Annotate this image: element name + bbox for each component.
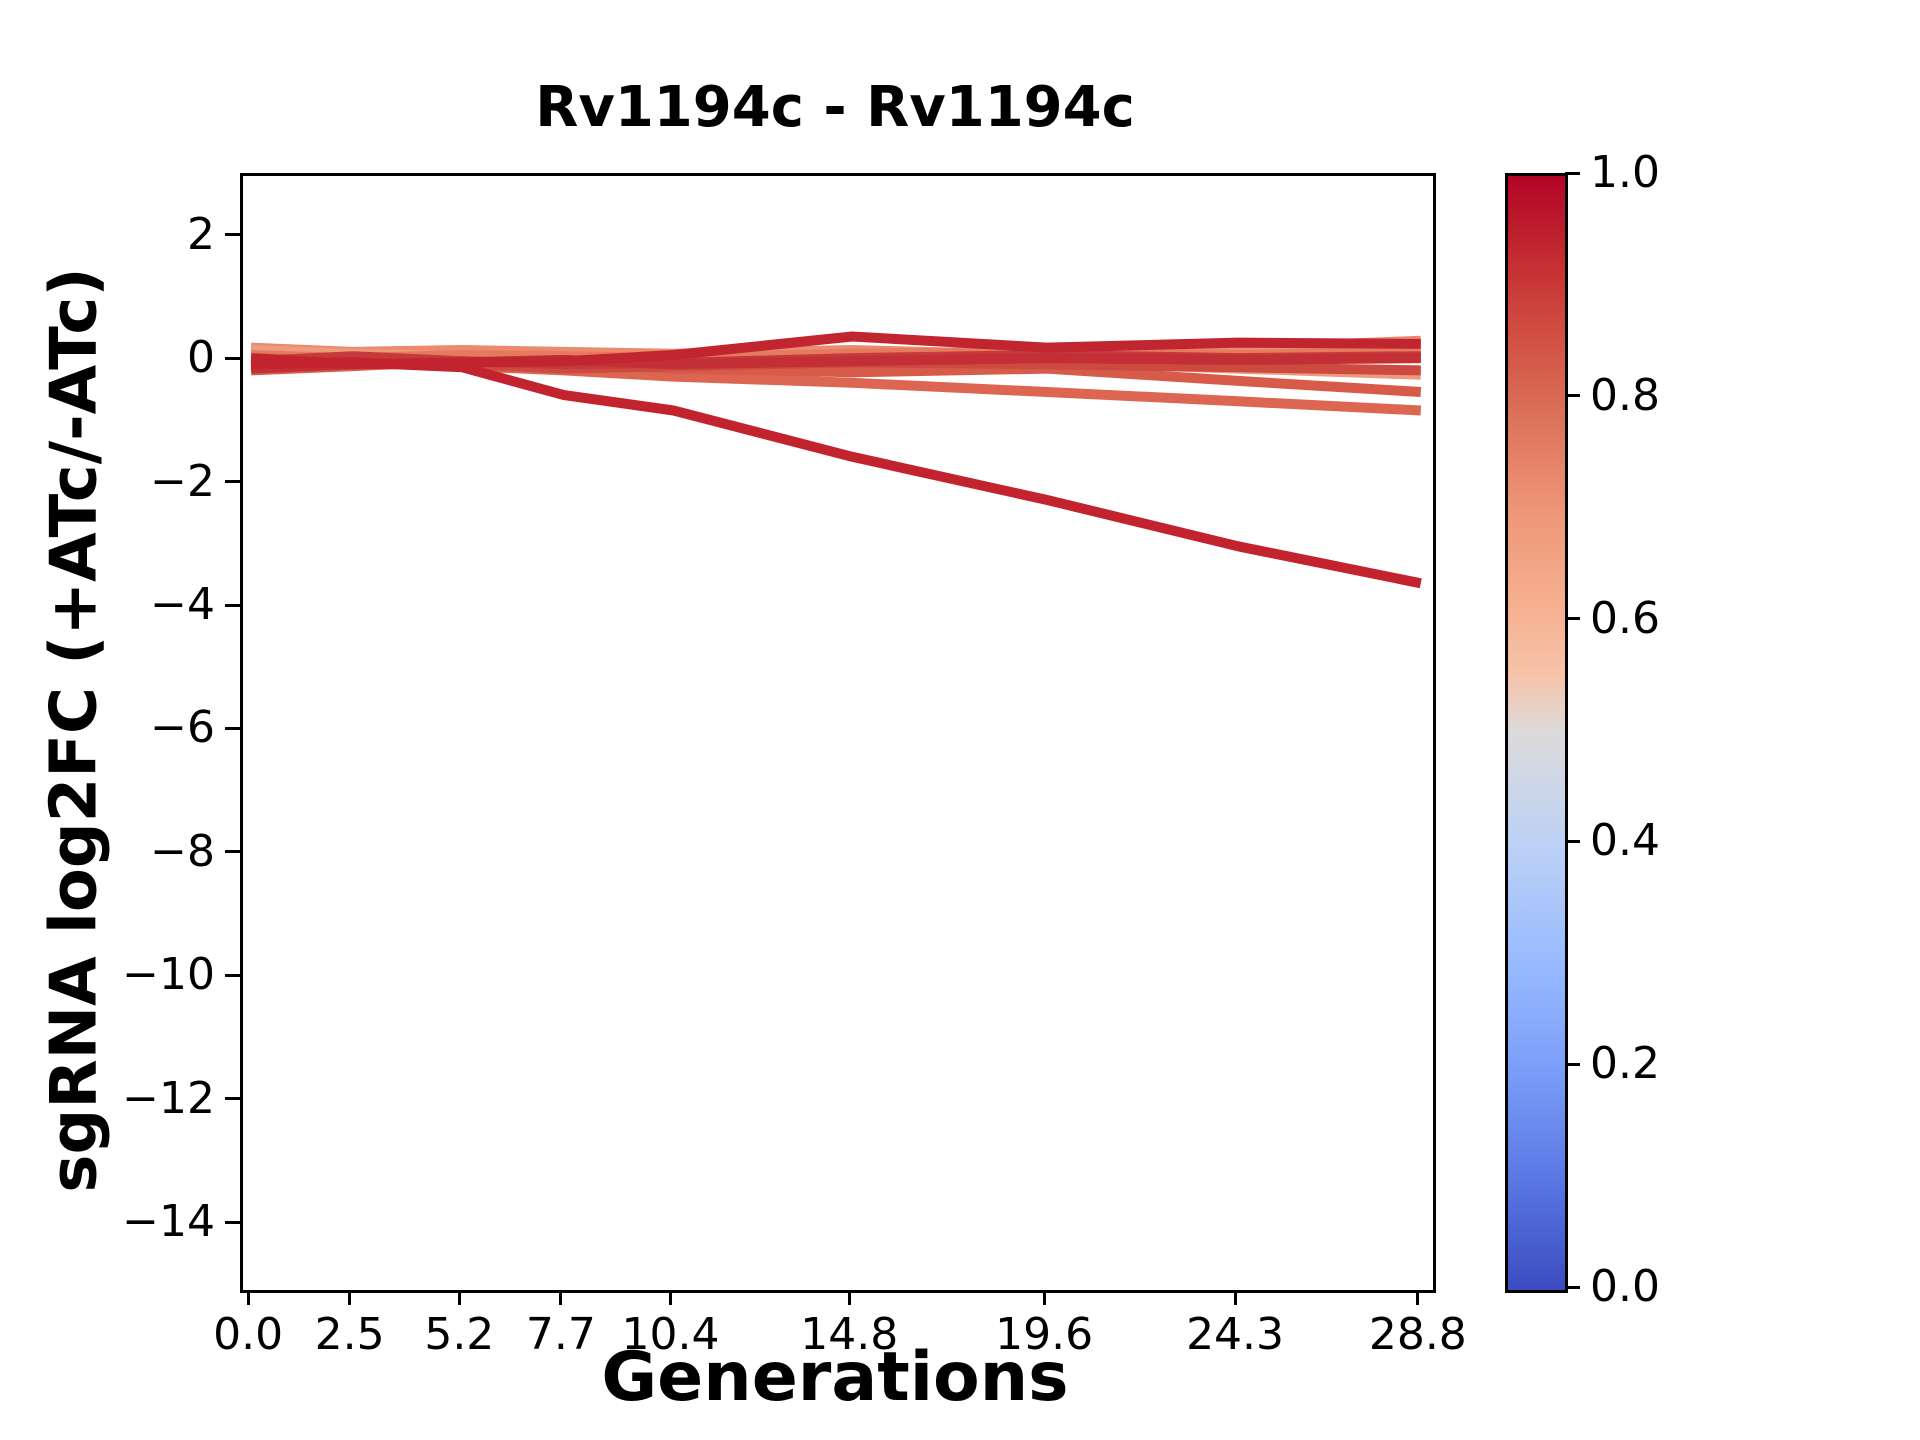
y-tick-mark: [225, 1220, 240, 1224]
plot-area: [240, 173, 1436, 1293]
colorbar-tick-label: 0.6: [1590, 592, 1660, 644]
y-tick-mark: [225, 973, 240, 977]
x-tick-mark: [847, 1290, 851, 1305]
x-tick-label: 0.0: [213, 1309, 284, 1360]
x-tick-label: 28.8: [1368, 1309, 1467, 1360]
y-tick-mark: [225, 233, 240, 237]
colorbar-tick-label: 1.0: [1590, 147, 1660, 198]
y-tick-mark: [225, 726, 240, 730]
chart-title: Rv1194c - Rv1194c: [535, 75, 1135, 140]
colorbar-tick-mark: [1565, 1062, 1580, 1066]
x-tick-label: 7.7: [525, 1309, 596, 1360]
y-tick-mark: [225, 850, 240, 854]
y-tick-label: −8: [150, 825, 215, 877]
y-tick-label: −4: [150, 579, 215, 631]
y-tick-label: −6: [150, 702, 215, 754]
y-tick-label: −14: [122, 1196, 215, 1248]
x-tick-mark: [669, 1290, 672, 1305]
y-tick-mark: [225, 356, 240, 360]
x-tick-mark: [559, 1290, 563, 1305]
x-tick-label: 19.6: [995, 1309, 1094, 1360]
x-tick-label: 2.5: [314, 1309, 385, 1360]
y-tick-label: −10: [122, 949, 215, 1001]
colorbar-tick-mark: [1565, 839, 1580, 843]
x-tick-mark: [1233, 1290, 1237, 1305]
y-tick-mark: [225, 1097, 240, 1101]
colorbar-tick-label: 0.2: [1590, 1038, 1660, 1090]
x-tick-mark: [246, 1290, 250, 1305]
colorbar: [1505, 173, 1568, 1293]
x-tick-mark: [457, 1290, 461, 1305]
colorbar-tick-mark: [1565, 171, 1580, 175]
colorbar-tick-mark: [1565, 617, 1580, 621]
x-axis-label: Generations: [601, 1338, 1069, 1417]
series-line-sgRNA-10: [251, 357, 1422, 589]
x-tick-label: 24.3: [1186, 1309, 1285, 1360]
colorbar-tick-label: 0.0: [1590, 1261, 1660, 1312]
y-tick-mark: [225, 603, 240, 607]
x-tick-mark: [1416, 1290, 1420, 1305]
y-tick-label: −2: [150, 455, 215, 507]
colorbar-tick-mark: [1565, 394, 1580, 398]
y-tick-label: 0: [187, 332, 215, 384]
y-tick-mark: [225, 480, 240, 484]
x-tick-mark: [348, 1290, 352, 1305]
x-tick-label: 14.8: [800, 1309, 899, 1360]
colorbar-tick-mark: [1565, 1285, 1580, 1289]
colorbar-tick-label: 0.4: [1590, 815, 1660, 867]
x-tick-label: 5.2: [424, 1309, 495, 1360]
line-series-canvas: [250, 331, 1422, 589]
x-tick-label: 10.4: [621, 1309, 720, 1360]
y-tick-label: 2: [187, 208, 215, 260]
x-tick-mark: [1042, 1290, 1046, 1305]
colorbar-tick-label: 0.8: [1590, 369, 1660, 421]
y-tick-label: −12: [122, 1072, 215, 1124]
